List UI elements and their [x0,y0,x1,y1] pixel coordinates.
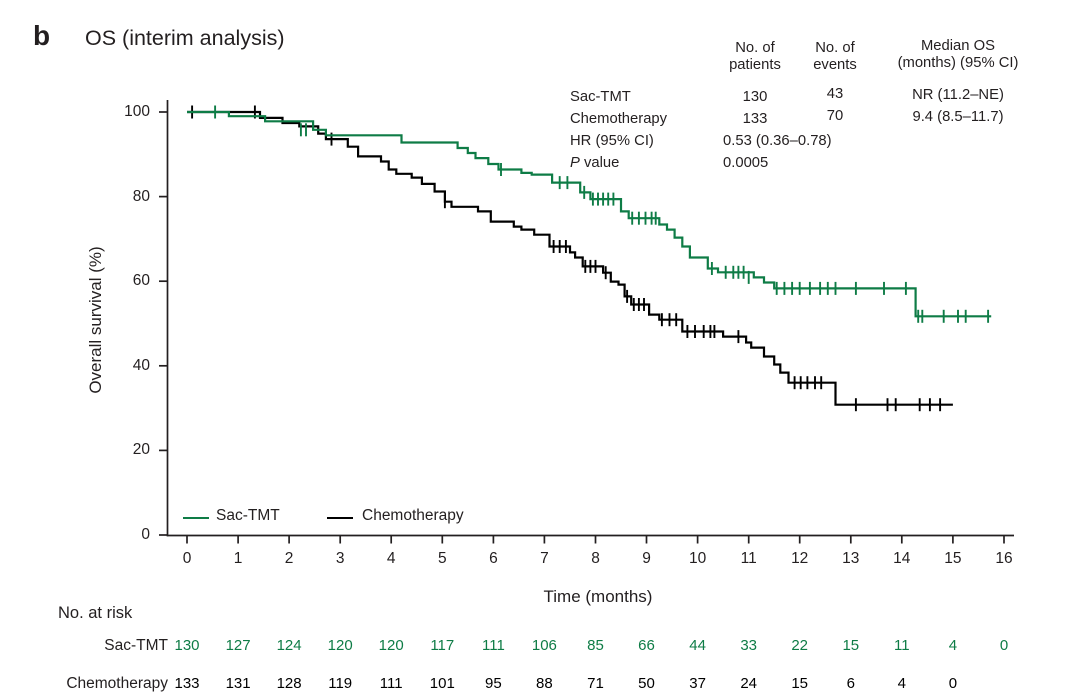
y-tick-label: 0 [141,526,150,543]
stats-header-events: No. of events [813,40,857,73]
stats-row-label-chemotherapy: Chemotherapy [570,111,668,127]
legend-line-sac-tmt-icon [183,517,209,520]
risk-value: 71 [587,675,604,692]
risk-row-label-chemotherapy: Chemotherapy [66,675,168,692]
x-tick-label: 6 [489,550,498,567]
risk-value: 24 [740,675,758,692]
risk-value: 95 [485,675,502,692]
stats-p-label: P value [570,155,619,172]
legend-label-sac-tmt: Sac-TMT [216,507,280,524]
risk-value: 4 [948,637,958,654]
stats-row-label-sac-tmt: Sac-TMT [570,89,631,105]
risk-value: 120 [378,637,404,654]
stats-chemotherapy-events: 70 [826,108,844,124]
risk-value: 6 [846,675,855,692]
stats-sac-tmt-median: NR (11.2–NE) [912,87,1004,103]
x-tick-label: 4 [386,550,396,567]
x-tick-label: 16 [995,550,1013,567]
stats-chemotherapy-patients: 133 [742,111,768,127]
risk-value: 37 [689,675,706,692]
risk-value: 117 [430,637,455,654]
risk-value: 120 [327,637,353,654]
x-tick-label: 9 [642,550,651,567]
stats-sac-tmt-events: 43 [826,86,844,102]
y-tick-label: 100 [124,103,150,120]
risk-row-label-sac-tmt: Sac-TMT [104,637,168,654]
risk-value: 50 [638,675,655,692]
risk-value: 15 [791,675,809,692]
risk-value: 66 [638,637,655,654]
x-tick-label: 0 [182,550,192,567]
x-tick-label: 8 [591,550,600,567]
x-tick-label: 14 [893,550,911,567]
risk-value: 22 [791,637,809,654]
y-tick-label: 60 [132,272,150,290]
x-tick-label: 12 [791,550,809,567]
risk-value: 0 [948,675,958,692]
x-axis-label: Time (months) [543,587,653,606]
legend-line-chemotherapy-icon [327,517,353,520]
y-tick-label: 20 [132,441,150,459]
stats-sac-tmt-patients: 130 [742,89,768,105]
stats-header-patients: No. of patients [729,40,781,73]
stats-header-median-os: Median OS (months) (95% CI) [897,38,1019,71]
stats-hr-label: HR (95% CI) [570,133,654,149]
x-tick-label: 1 [233,550,243,567]
stats-hr-value: 0.53 (0.36–0.78) [723,133,832,149]
y-tick-label: 40 [132,356,150,374]
risk-value: 130 [174,637,200,654]
risk-value: 85 [587,637,604,654]
risk-value: 33 [740,637,758,654]
risk-value: 127 [225,637,251,654]
y-axis-label: Overall survival (%) [86,246,105,394]
risk-value: 131 [225,675,251,692]
risk-value: 106 [531,637,557,654]
x-tick-label: 10 [688,550,707,567]
risk-value: 0 [999,637,1009,654]
x-tick-label: 2 [284,550,294,567]
x-tick-label: 7 [540,550,549,567]
x-tick-label: 11 [740,550,757,567]
risk-value: 15 [842,637,860,654]
risk-value: 11 [894,637,910,654]
x-tick-label: 5 [437,550,447,567]
x-tick-label: 13 [842,550,860,567]
stats-p-value: 0.0005 [723,155,769,171]
risk-value: 101 [429,675,455,692]
risk-value: 4 [897,675,906,692]
risk-value: 44 [689,637,706,654]
stats-p-label-rest: value [579,155,620,171]
stats-chemotherapy-median: 9.4 (8.5–11.7) [912,109,1004,125]
risk-value: 111 [379,675,403,692]
risk-value: 88 [536,675,553,692]
risk-value: 128 [276,675,302,692]
legend-label-chemotherapy: Chemotherapy [362,507,464,524]
risk-table-title: No. at risk [58,604,133,622]
y-tick-label: 80 [132,187,150,205]
stats-p-label-italic: P [570,155,580,171]
x-tick-label: 3 [335,550,345,567]
risk-value: 111 [481,637,505,654]
risk-value: 119 [328,675,353,692]
x-tick-label: 15 [944,550,962,567]
risk-value: 124 [276,637,302,654]
panel-label: b [33,20,51,51]
risk-value: 133 [174,675,200,692]
panel-title: OS (interim analysis) [85,26,285,50]
